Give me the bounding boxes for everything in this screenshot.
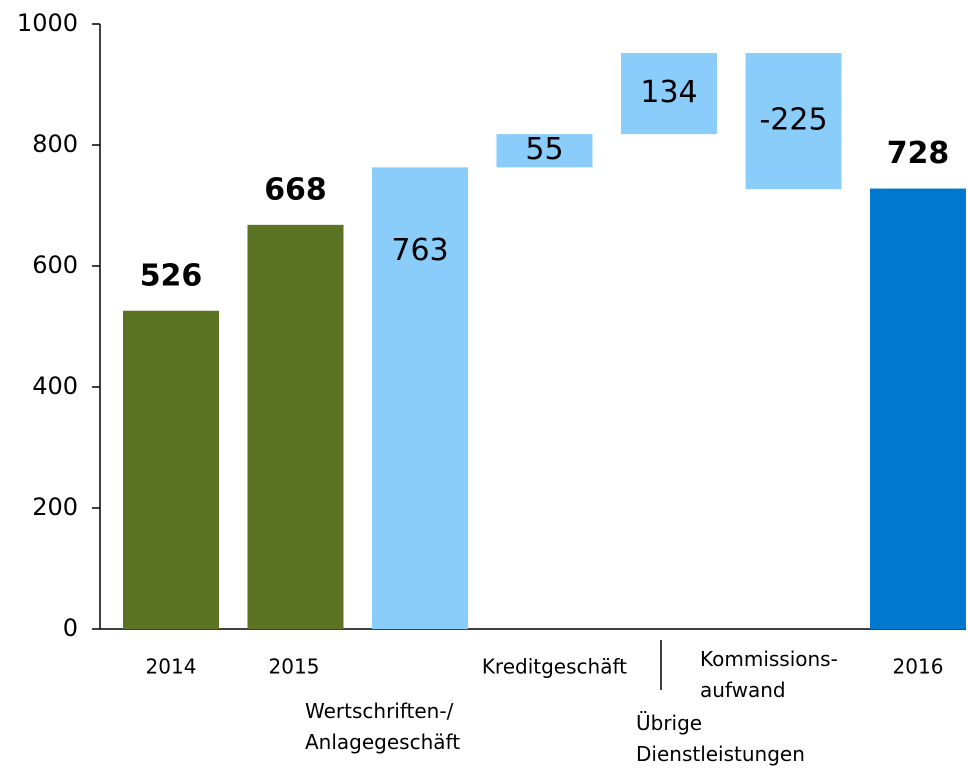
y-tick-label: 400 (32, 372, 78, 400)
y-tick-label: 600 (32, 251, 78, 279)
y-tick-label: 800 (32, 130, 78, 158)
x-tick-label: Übrige Dienstleistungen (636, 711, 805, 766)
value-label: 763 (391, 233, 448, 268)
bar (372, 167, 468, 629)
bar (247, 224, 344, 630)
bar (621, 53, 717, 135)
x-tick-label: Kreditgeschäft (482, 655, 627, 679)
y-tick-label: 1000 (17, 9, 78, 37)
value-label: 668 (264, 172, 327, 207)
value-label: 526 (140, 258, 203, 293)
x-tick-label: 2014 (146, 655, 197, 679)
y-tick-label: 200 (32, 493, 78, 521)
value-label: 134 (640, 75, 697, 110)
x-tick-label: Wertschriften-/Anlagegeschäft (305, 699, 460, 754)
bar (496, 134, 593, 168)
value-label: -225 (759, 103, 827, 138)
bar (870, 188, 966, 629)
value-label: 55 (525, 132, 563, 167)
x-tick-label: 2015 (269, 655, 320, 679)
y-tick-label: 0 (63, 614, 78, 642)
bar (745, 53, 842, 190)
x-tick-label: 2016 (893, 655, 944, 679)
value-label: 728 (887, 136, 950, 171)
x-tick-label: Kommissions-aufwand (700, 647, 838, 702)
bar (123, 310, 219, 629)
